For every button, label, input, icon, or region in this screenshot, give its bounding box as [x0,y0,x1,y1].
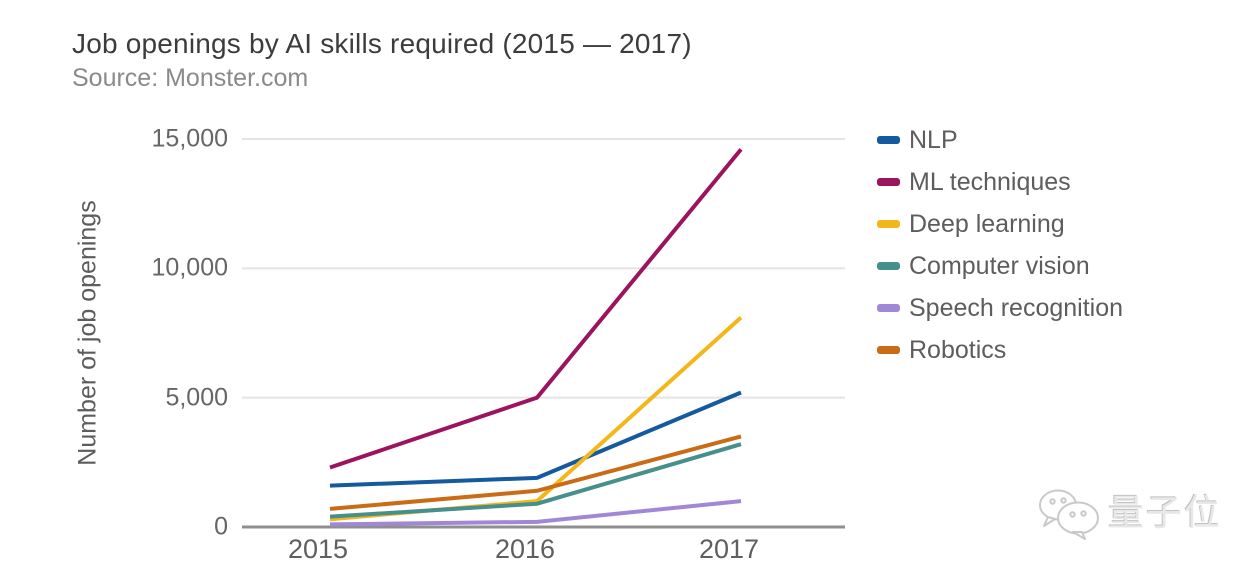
legend-swatch-computer-vision [877,262,900,270]
y-axis-title: Number of job openings [73,200,102,466]
legend-swatch-ml-techniques [877,178,900,186]
legend-item-speech-recognition: Speech recognition [877,293,1123,323]
y-tick-label-15000: 15,000 [151,124,228,153]
legend-swatch-speech-recognition [877,304,900,312]
legend-item-robotics: Robotics [877,335,1006,365]
legend-label-deep-learning: Deep learning [909,209,1065,238]
y-tick-label-5000: 5,000 [165,383,228,412]
legend-label-robotics: Robotics [909,335,1007,364]
legend-item-ml-techniques: ML techniques [877,167,1071,197]
legend-item-deep-learning: Deep learning [877,209,1065,239]
y-tick-label-0: 0 [214,512,228,541]
x-tick-label-2015: 2015 [287,534,349,564]
chart-title: Job openings by AI skills required (2015… [72,28,692,59]
legend-label-nlp: NLP [909,125,958,154]
series-line-ml-techniques [329,148,743,470]
watermark-text: 量子位 [1108,492,1223,533]
legend-swatch-robotics [877,346,900,354]
series-line-computer-vision [329,442,742,519]
chart-subtitle: Source: Monster.com [72,64,309,92]
legend-swatch-deep-learning [877,220,900,228]
legend-label-ml-techniques: ML techniques [909,167,1071,196]
legend-label-speech-recognition: Speech recognition [909,293,1124,322]
x-tick-label-2016: 2016 [494,534,556,564]
wechat-icon [1039,489,1099,540]
legend-swatch-nlp [877,136,900,144]
x-tick-label-2017: 2017 [698,534,760,564]
legend-label-computer-vision: Computer vision [909,251,1090,280]
y-tick-label-10000: 10,000 [151,253,228,282]
series-line-nlp [329,390,742,488]
series-line-speech-recognition [329,499,742,527]
watermark: 量子位 [1036,486,1222,540]
legend-item-nlp: NLP [877,125,958,155]
series-line-robotics [329,434,742,511]
legend-item-computer-vision: Computer vision [877,251,1090,281]
